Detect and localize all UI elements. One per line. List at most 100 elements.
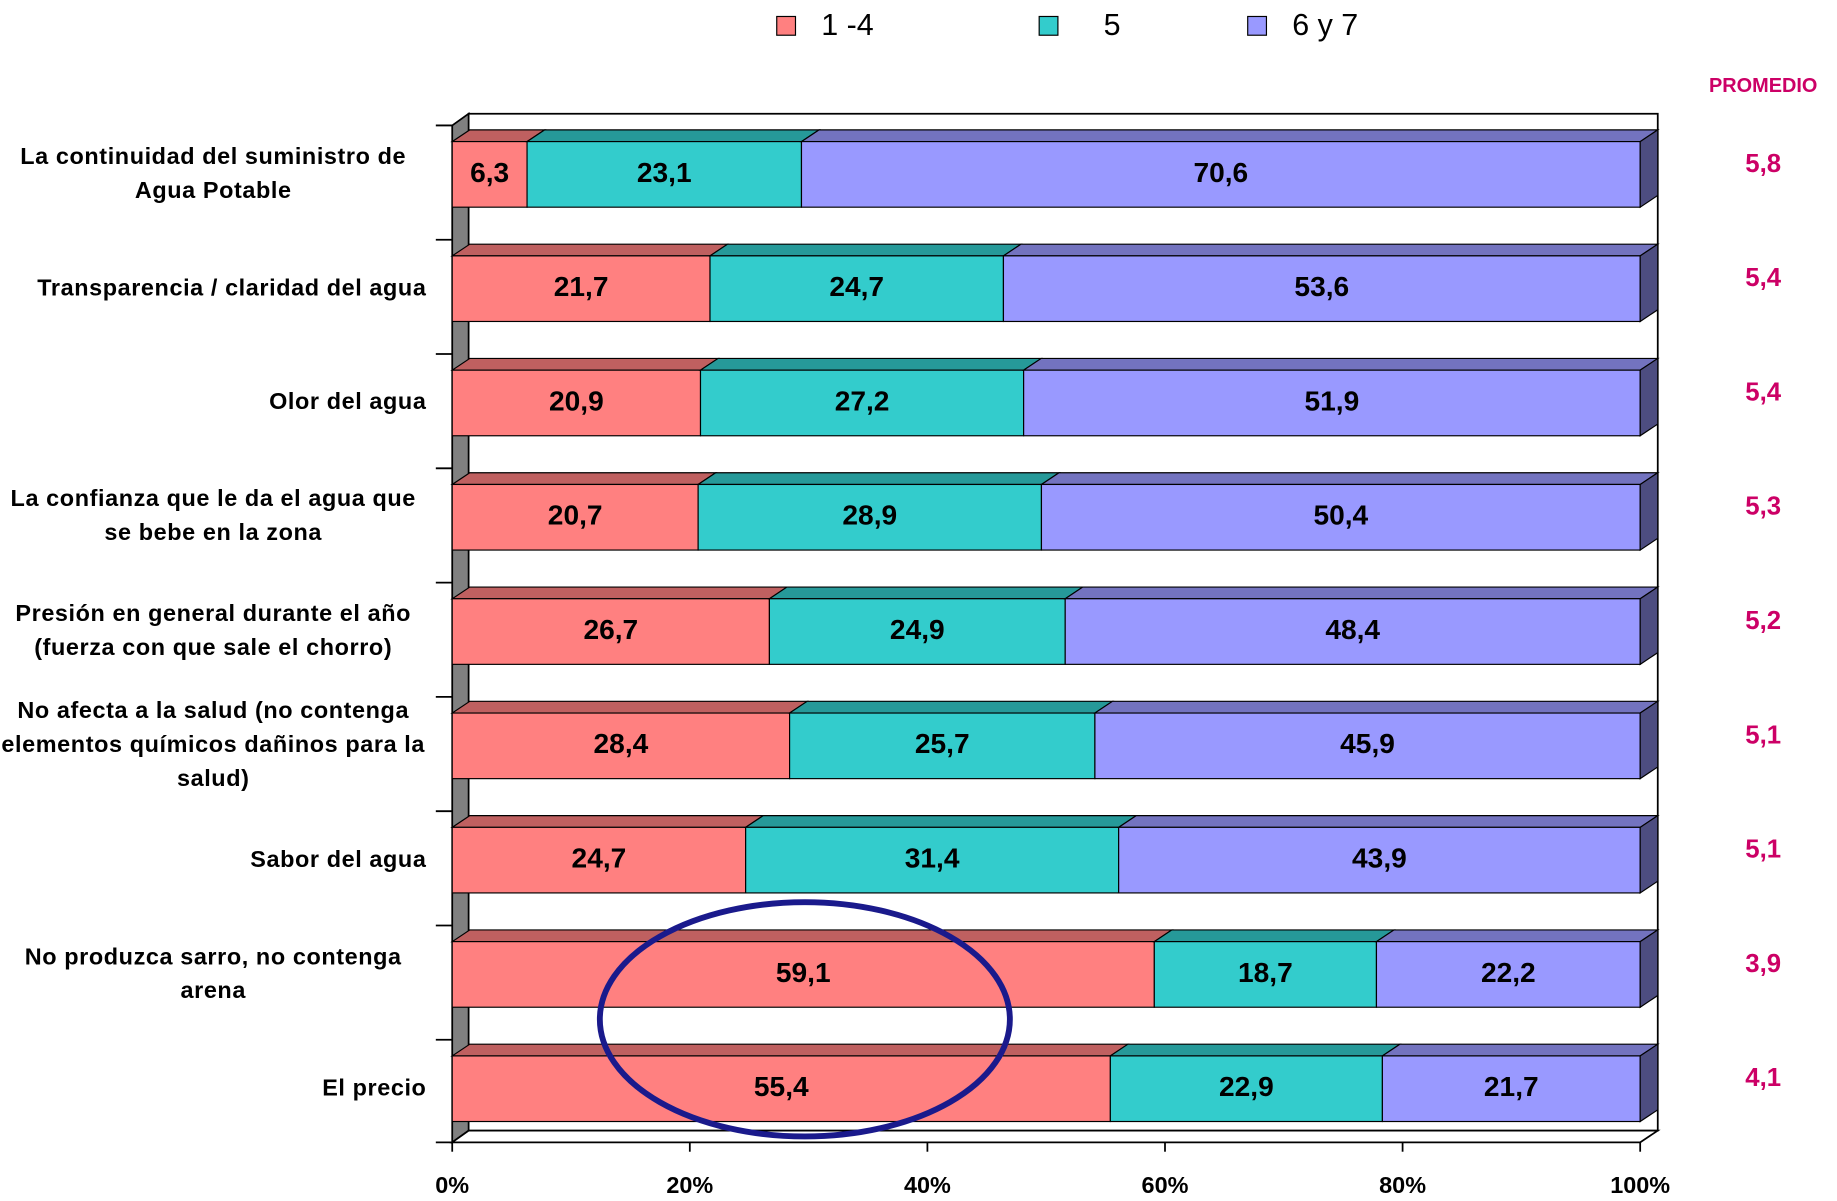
category-label-wrap: No afecta a la salud (no contenga elemen… (0, 687, 426, 804)
bar-top (1001, 243, 1660, 257)
bar (1118, 826, 1641, 894)
legend-swatch (1038, 15, 1059, 36)
bar-top (450, 700, 810, 714)
value-label: 24,9 (890, 614, 945, 645)
value-label: 22,9 (1219, 1071, 1274, 1102)
value-label: 48,4 (1325, 614, 1380, 645)
floor (449, 1129, 1661, 1144)
value-label: 50,4 (1313, 500, 1368, 531)
bar-top (1092, 700, 1660, 714)
bar (451, 712, 791, 780)
category-label-box: Presión en general durante el año (fuerz… (0, 573, 426, 690)
bar (526, 140, 803, 208)
average-label: 5,1 (1745, 721, 1781, 749)
bar (451, 598, 770, 665)
category-label-box: El precio (0, 1030, 426, 1147)
legend-swatch (776, 15, 797, 36)
bar (1023, 369, 1641, 437)
value-label: 43,9 (1352, 843, 1407, 874)
category-label-wrap: Presión en general durante el año (fuerz… (0, 573, 426, 690)
category-label-wrap: El precio (0, 1030, 426, 1147)
category-label: Olor del agua (269, 389, 427, 416)
bar (789, 712, 1096, 780)
value-label: 45,9 (1340, 728, 1395, 759)
category-label-wrap: Sabor del agua (0, 802, 426, 919)
average-label: 5,8 (1745, 150, 1781, 178)
bar-top (1039, 472, 1660, 486)
average-label: 5,3 (1745, 493, 1781, 521)
category-label: No afecta a la salud (no contenga elemen… (1, 698, 426, 793)
bar-top (1108, 1043, 1402, 1057)
bar-top (1021, 357, 1660, 371)
value-label: 20,7 (548, 500, 603, 531)
category-label-wrap: No produzca sarro, no contenga arena (0, 916, 426, 1033)
average-label: 5,2 (1745, 607, 1781, 635)
x-tick-label: 100% (1610, 1172, 1670, 1198)
bar (1153, 941, 1378, 1008)
x-tick-label: 40% (904, 1172, 951, 1198)
value-label: 24,7 (572, 843, 627, 874)
bar (800, 140, 1641, 208)
value-label: 53,6 (1294, 271, 1349, 302)
bar-top (1374, 929, 1660, 943)
bar (1002, 255, 1641, 323)
value-label: 51,9 (1305, 385, 1360, 416)
bar (451, 941, 1155, 1008)
value-label: 20,9 (549, 385, 604, 416)
bar (1381, 1055, 1641, 1123)
bar (699, 369, 1025, 437)
value-label: 55,4 (754, 1071, 809, 1102)
bar-top (450, 472, 718, 486)
category-label-wrap: Olor del agua (0, 344, 426, 461)
bar-top (1152, 929, 1396, 943)
bar-side (1639, 814, 1659, 895)
value-label: 18,7 (1238, 957, 1293, 988)
value-label: 70,6 (1193, 157, 1248, 188)
bar (1040, 483, 1641, 551)
bar (451, 1055, 1111, 1123)
x-tick-label: 60% (1142, 1172, 1189, 1198)
legend-swatch (1247, 15, 1268, 36)
category-label-box: Sabor del agua (0, 802, 426, 919)
bar-top (708, 243, 1023, 257)
category-label-box: No produzca sarro, no contenga arena (0, 916, 426, 1033)
category-label: Transparencia / claridad del agua (37, 275, 427, 301)
bar (451, 369, 702, 437)
legend-label: 6 y 7 (1292, 8, 1358, 42)
bar-side (1639, 700, 1659, 780)
bar-side (1639, 471, 1659, 552)
bar-top (450, 815, 766, 828)
value-label: 59,1 (776, 957, 831, 988)
average-label: 3,9 (1745, 950, 1781, 978)
x-tick-label: 0% (435, 1172, 469, 1198)
bar-top (1116, 815, 1660, 828)
average-label: 5,4 (1745, 378, 1781, 406)
category-label-box: Olor del agua (0, 344, 426, 461)
category-label-wrap: La confianza que le da el agua que se be… (0, 459, 426, 576)
average-title: PROMEDIO (1709, 75, 1817, 97)
bar (451, 140, 528, 208)
bar (451, 826, 747, 894)
bar (768, 598, 1066, 665)
category-label-wrap: La continuidad del suministro de Agua Po… (0, 116, 426, 233)
bar-top (450, 1043, 1130, 1057)
bar-top (696, 472, 1061, 486)
bar-top (787, 700, 1115, 714)
bar-top (743, 815, 1139, 828)
value-label: 6,3 (470, 157, 509, 188)
category-label-box: No afecta a la salud (no contenga elemen… (0, 687, 426, 804)
bar (1094, 712, 1641, 780)
average-label: 4,1 (1745, 1064, 1781, 1092)
average-label: 5,1 (1745, 836, 1781, 864)
bar-side (1639, 243, 1659, 323)
bar-top (799, 129, 1660, 143)
bar-side (1639, 928, 1659, 1009)
value-label: 26,7 (583, 614, 638, 645)
value-label: 27,2 (835, 385, 890, 416)
category-label: No produzca sarro, no contenga arena (24, 943, 402, 1004)
value-label: 21,7 (554, 271, 609, 302)
value-label: 31,4 (905, 843, 960, 874)
bar-top (525, 129, 821, 143)
bar-top (1380, 1043, 1660, 1057)
